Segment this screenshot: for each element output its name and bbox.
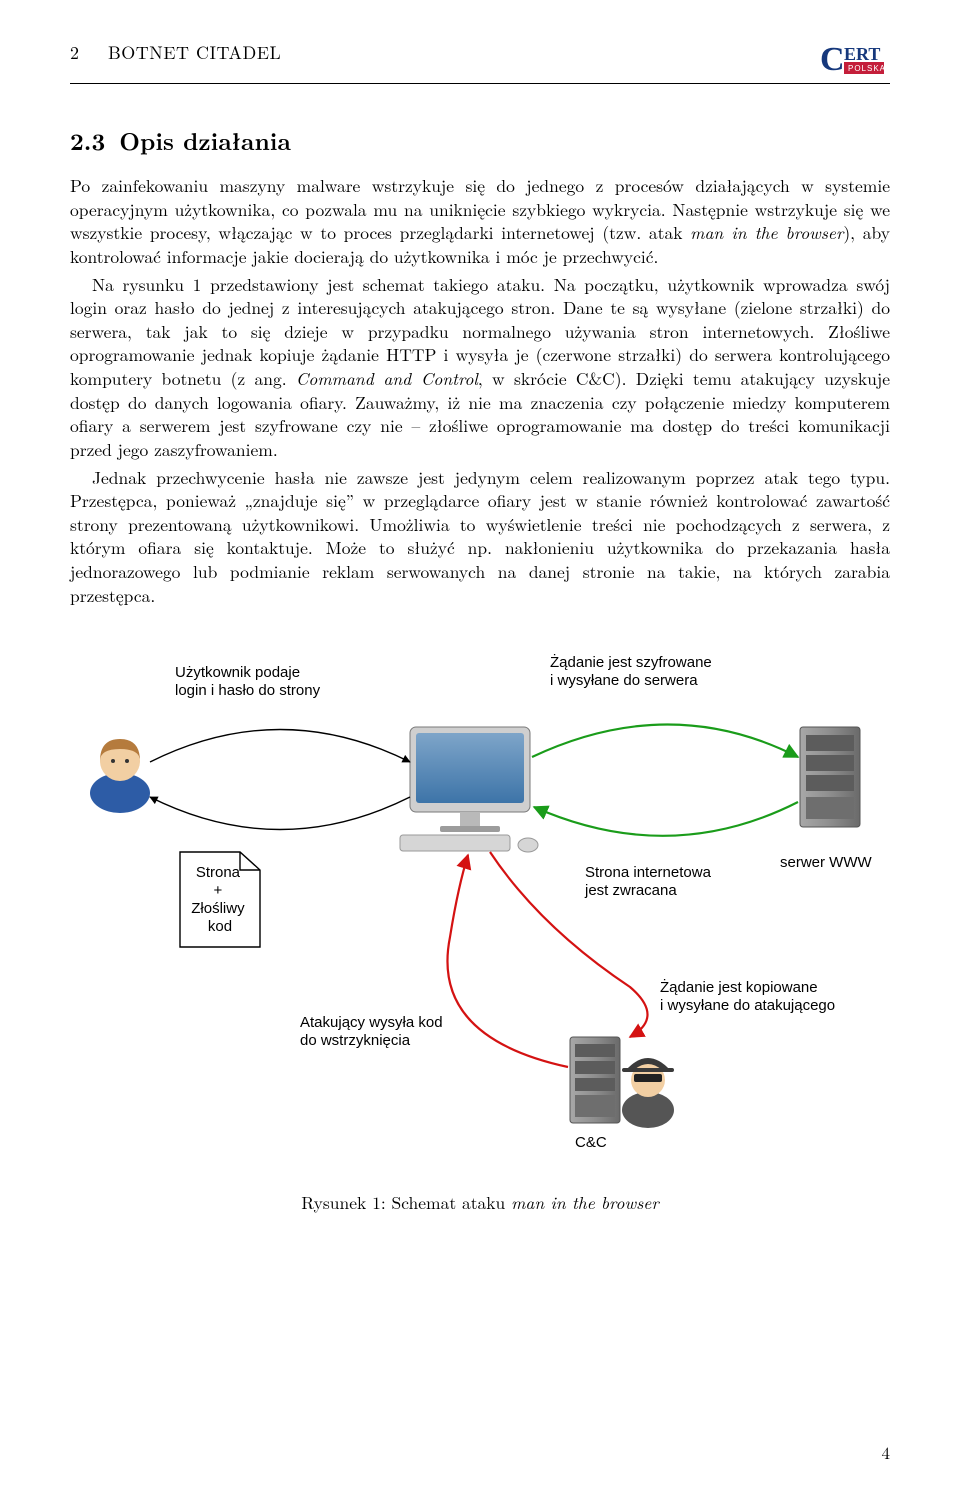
- header-section-title: BOTNET CITADEL: [108, 40, 281, 65]
- svg-text:C: C: [820, 41, 845, 78]
- section-number: 2.3: [70, 124, 105, 158]
- page-header: 2 BOTNET CITADEL C ERT POLSKA: [70, 40, 890, 84]
- page: 2 BOTNET CITADEL C ERT POLSKA 2.3 Opis dz…: [0, 0, 960, 1490]
- cc-server-icon: [570, 1037, 620, 1123]
- p3-text: Jednak przechwycenie hasła nie zawsze je…: [70, 465, 890, 608]
- header-left: 2 BOTNET CITADEL: [70, 40, 281, 67]
- svg-text:POLSKA: POLSKA: [848, 64, 886, 73]
- label-page-returned: Strona internetowa jest zwracana: [584, 864, 715, 899]
- label-request-copied: Żądanie jest kopiowane i wysyłane do ata…: [660, 978, 835, 1014]
- user-icon: [90, 739, 150, 813]
- arrow-cc-to-monitor: [447, 855, 568, 1067]
- page-number: 4: [882, 1440, 891, 1464]
- arrow-monitor-to-user: [150, 797, 410, 830]
- section-title-text: Opis działania: [119, 124, 291, 158]
- figure-caption: Rysunek 1: Schemat ataku man in the brow…: [70, 1190, 890, 1215]
- p2-em: Command and Control: [296, 366, 478, 391]
- figure-caption-prefix: Rysunek 1: Schemat ataku: [301, 1190, 511, 1215]
- logo: C ERT POLSKA: [820, 40, 890, 83]
- figure-1: Użytkownik podaje login i hasło do stron…: [70, 637, 890, 1215]
- figure-caption-em: man in the browser: [511, 1190, 659, 1215]
- paragraph-2: Na rysunku 1 przedstawiony jest schemat …: [70, 273, 890, 462]
- paragraph-3: Jednak przechwycenie hasła nie zawsze je…: [70, 466, 890, 608]
- label-server-www: serwer WWW: [780, 854, 872, 871]
- arrow-monitor-to-server: [532, 725, 798, 758]
- section-heading: 2.3 Opis działania: [70, 124, 890, 158]
- arrow-user-to-monitor: [150, 730, 410, 763]
- server-www-icon: [800, 727, 860, 827]
- label-attacker-sends: Atakujący wysyła kod do wstrzyknięcia: [300, 1014, 447, 1049]
- label-cc: C&C: [575, 1134, 607, 1151]
- label-user-login: Użytkownik podaje login i hasło do stron…: [175, 664, 321, 699]
- svg-text:ERT: ERT: [844, 44, 880, 64]
- diagram-svg: Użytkownik podaje login i hasło do stron…: [70, 637, 890, 1167]
- paragraph-1: Po zainfekowaniu maszyny malware wstrzyk…: [70, 174, 890, 269]
- p1-em: man in the browser: [690, 220, 843, 245]
- arrow-server-to-monitor: [534, 802, 798, 836]
- header-section-number: 2: [70, 40, 80, 65]
- attacker-icon: [622, 1058, 674, 1128]
- monitor-icon: [400, 727, 538, 852]
- label-request-enc: Żądanie jest szyfrowane i wysyłane do se…: [550, 653, 716, 689]
